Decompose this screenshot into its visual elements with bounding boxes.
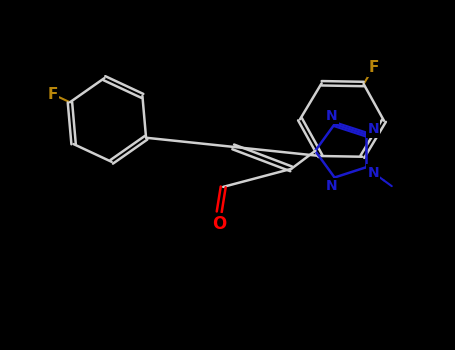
- Text: F: F: [47, 87, 58, 102]
- Text: N: N: [326, 109, 338, 123]
- Text: N: N: [367, 166, 379, 180]
- Text: N: N: [367, 122, 379, 136]
- Text: N: N: [326, 179, 338, 193]
- Text: O: O: [212, 215, 226, 233]
- Text: F: F: [368, 60, 379, 75]
